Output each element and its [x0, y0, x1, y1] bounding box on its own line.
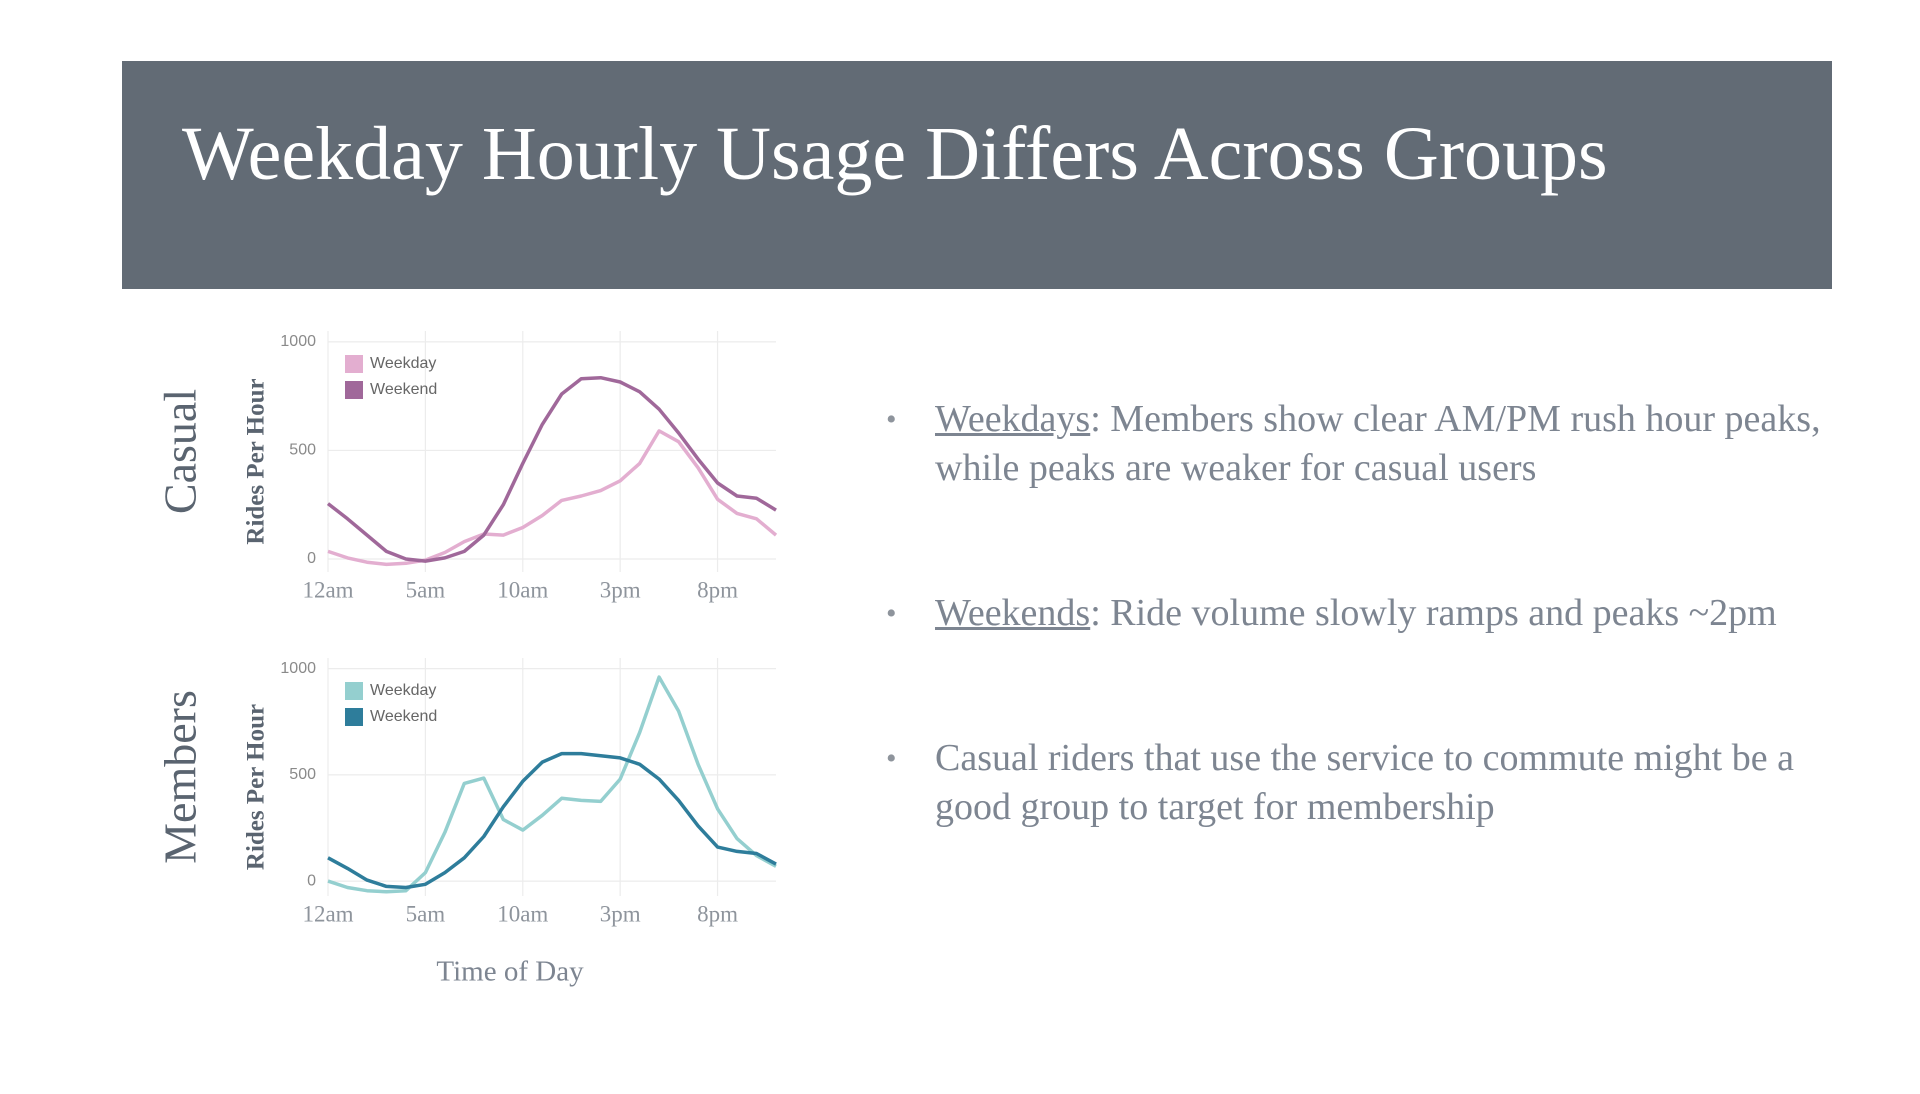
bullet-lead: Weekends: [935, 592, 1091, 634]
charts: 0 500 1000 12am 5am 10am 3pm 8pm Weekday Weekend C…: [155, 331, 778, 988]
legend-swatch: [345, 355, 363, 373]
line-series: [326, 375, 777, 563]
x-tick-label: 8pm: [697, 901, 738, 926]
title-banner: Weekday Hourly Usage Differs Across Grou…: [122, 61, 1832, 289]
plot-area: [328, 658, 776, 896]
x-tick-label: 10am: [497, 901, 548, 926]
x-tick-label: 8pm: [697, 577, 738, 602]
group-label: Casual: [155, 389, 206, 514]
bullet: Casual riders that use the service to co…: [886, 734, 1826, 832]
legend-label: Weekday: [370, 682, 436, 699]
y-tick-label: 500: [289, 442, 316, 459]
y-tick-label: 0: [307, 872, 316, 889]
group-label: Members: [155, 690, 206, 864]
y-tick-label: 1000: [280, 660, 316, 677]
legend-label: Weekend: [370, 381, 437, 398]
legend-label: Weekday: [370, 355, 436, 372]
legend-swatch: [345, 682, 363, 700]
line-series: [327, 751, 777, 890]
legend-swatch: [345, 381, 363, 399]
line-series: [327, 429, 778, 567]
bullet-text: : Ride volume slowly ramps and peaks ~2p…: [1090, 592, 1777, 634]
bullet-text: : Members show clear AM/PM rush hour pea…: [935, 398, 1821, 489]
x-tick-label: 10am: [497, 577, 548, 602]
bullet-text: Casual riders that use the service to co…: [935, 737, 1794, 828]
x-tick-label: 3pm: [600, 901, 641, 926]
bullet: Weekdays: Members show clear AM/PM rush …: [886, 395, 1826, 493]
bullet-list: Weekdays: Members show clear AM/PM rush …: [886, 395, 1826, 928]
x-axis-label: Time of Day: [436, 956, 584, 988]
y-tick-label: 0: [307, 550, 316, 567]
bullet-lead: Weekdays: [935, 398, 1091, 440]
y-tick-label: 1000: [280, 333, 316, 350]
bullet: Weekends: Ride volume slowly ramps and p…: [886, 589, 1826, 638]
x-tick-label: 12am: [302, 901, 353, 926]
legend-swatch: [345, 708, 363, 726]
x-tick-label: 5am: [406, 577, 446, 602]
y-axis-label: Rides Per Hour: [243, 704, 270, 870]
x-tick-label: 12am: [302, 577, 353, 602]
legend-label: Weekend: [370, 708, 437, 725]
x-tick-label: 3pm: [600, 577, 641, 602]
plot-area: [328, 331, 776, 572]
slide-title: Weekday Hourly Usage Differs Across Grou…: [182, 112, 1608, 196]
y-axis-label: Rides Per Hour: [243, 378, 270, 544]
line-series: [327, 675, 777, 894]
y-tick-label: 500: [289, 766, 316, 783]
x-tick-label: 5am: [406, 901, 446, 926]
